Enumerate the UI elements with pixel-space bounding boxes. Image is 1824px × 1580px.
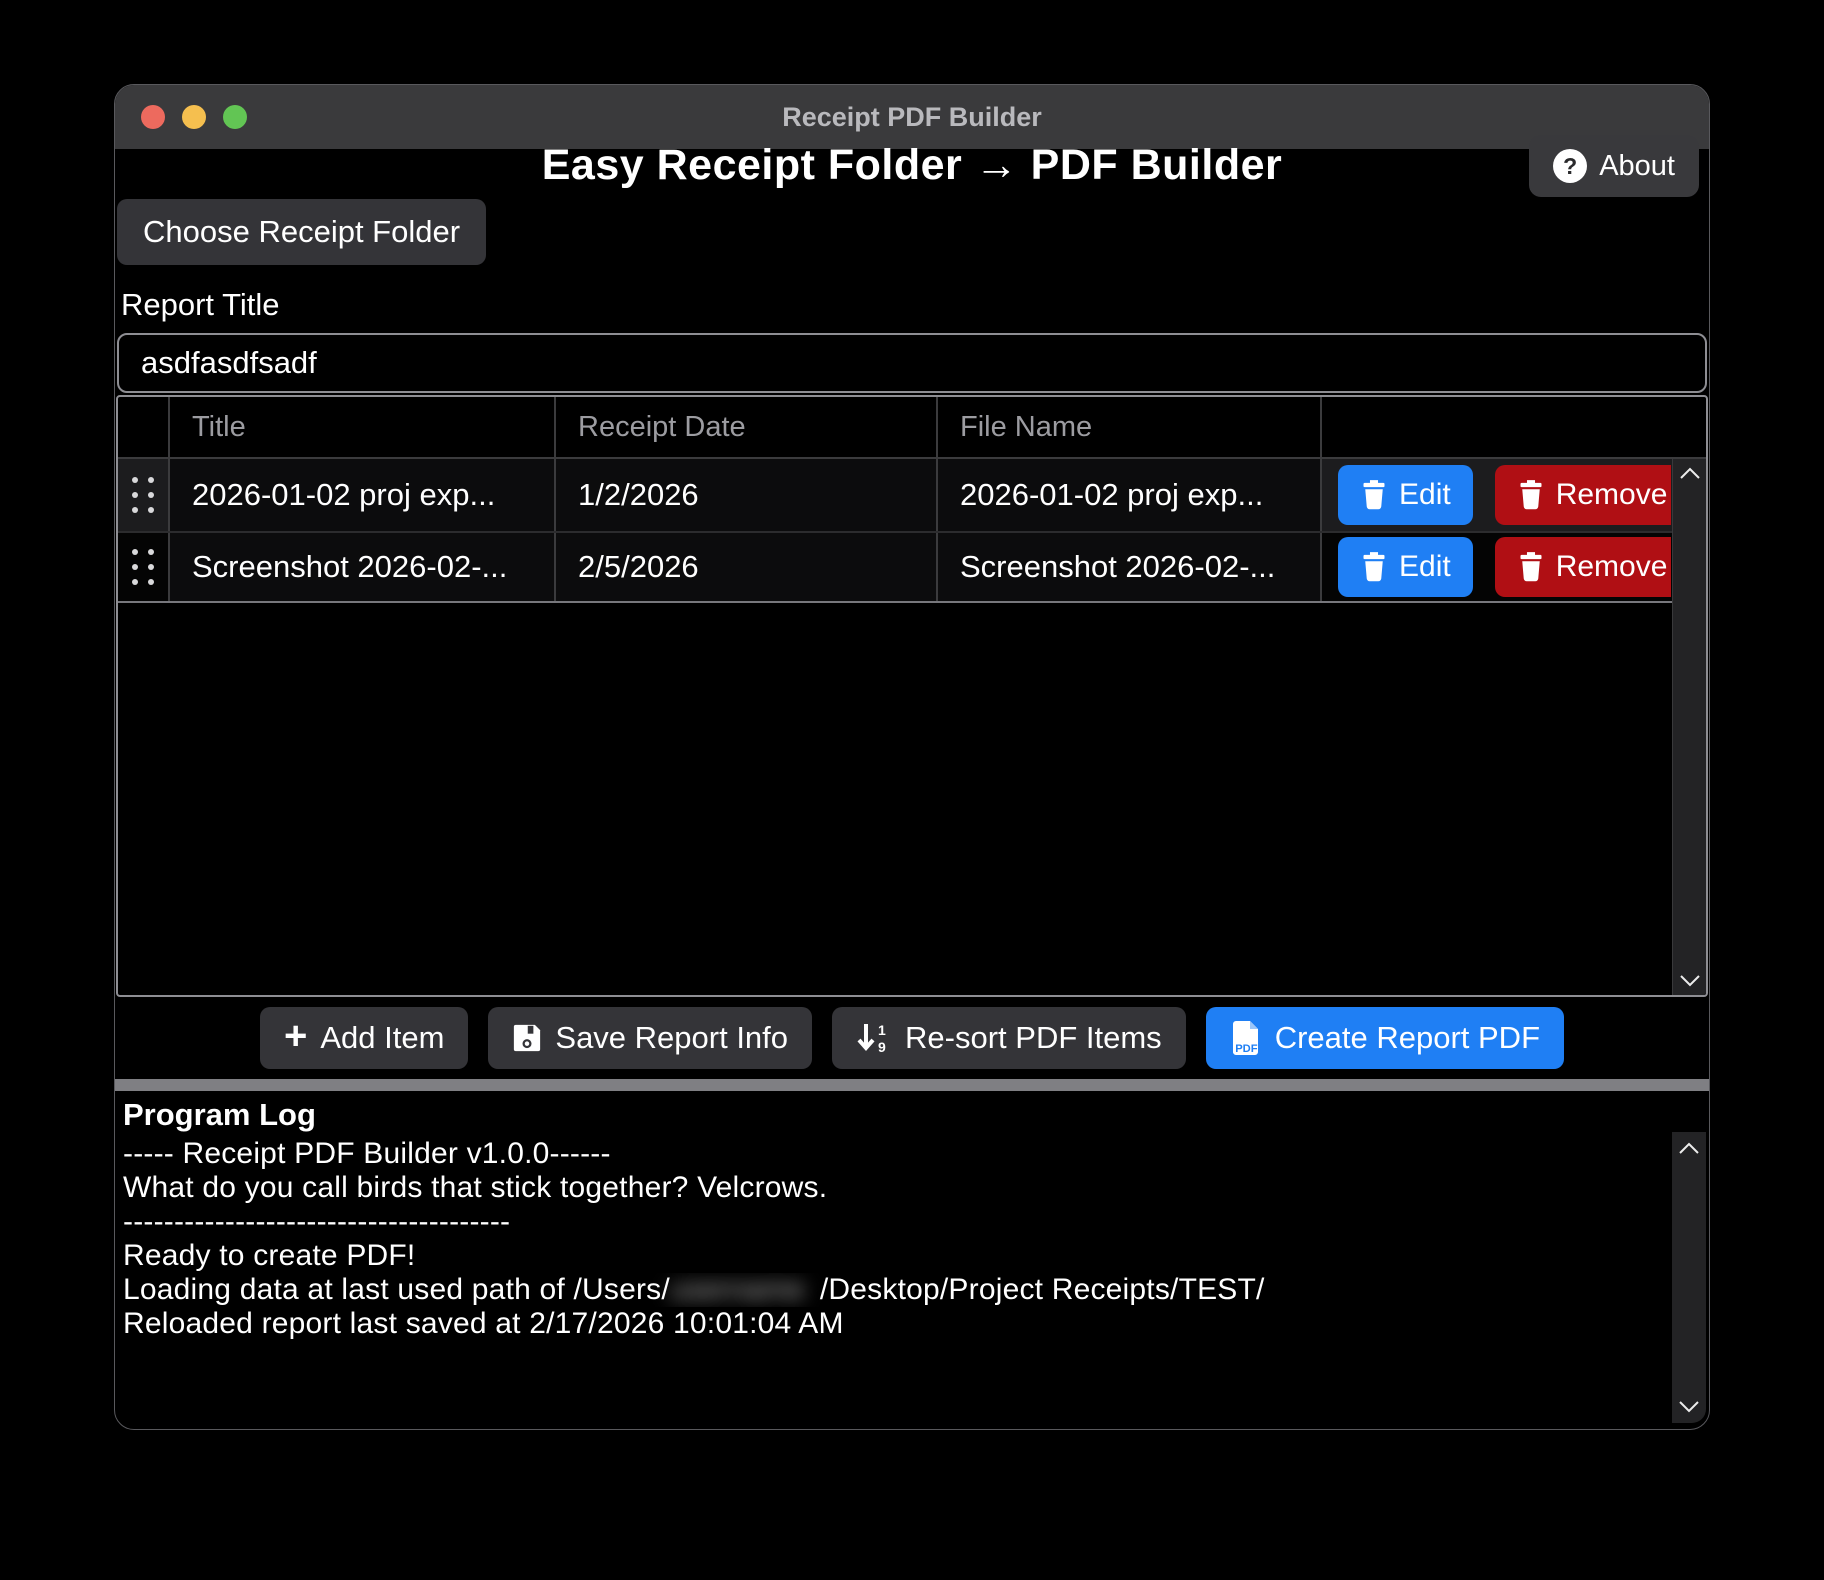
report-title-label: Report Title — [121, 287, 280, 322]
log-path-suffix: /Desktop/Project Receipts/TEST/ — [819, 1273, 1265, 1306]
receipt-date-column-header: Receipt Date — [556, 397, 938, 457]
save-icon — [514, 1024, 541, 1052]
remove-button-label: Remove — [1555, 550, 1668, 583]
log-line: Reloaded report last saved at 2/17/2026 … — [123, 1307, 844, 1340]
scroll-up-icon[interactable] — [1678, 467, 1702, 480]
file-name-column-header: File Name — [938, 397, 1322, 457]
row-title-cell[interactable]: 2026-01-02 proj exp... — [170, 459, 556, 531]
window-title: Receipt PDF Builder — [782, 101, 1042, 132]
trash-icon — [1520, 480, 1542, 510]
pane-splitter[interactable] — [115, 1079, 1709, 1091]
drag-handle-icon — [132, 549, 154, 585]
about-button[interactable]: ? About — [1529, 135, 1699, 197]
add-item-button[interactable]: + Add Item — [259, 1007, 469, 1069]
create-report-pdf-button[interactable]: PDF Create Report PDF — [1205, 1007, 1565, 1069]
remove-button-label: Remove — [1555, 478, 1668, 511]
row-date-cell[interactable]: 2/5/2026 — [556, 533, 938, 601]
row-date-cell[interactable]: 1/2/2026 — [556, 459, 938, 531]
table-scrollbar[interactable] — [1672, 459, 1706, 995]
plus-icon: + — [283, 1014, 308, 1058]
log-line: Ready to create PDF! — [123, 1239, 416, 1272]
resort-pdf-items-label: Re-sort PDF Items — [905, 1020, 1162, 1055]
row-title-cell[interactable]: Screenshot 2026-02-... — [170, 533, 556, 601]
question-icon: ? — [1553, 149, 1588, 183]
row-actions-cell: Edit Remove — [1322, 533, 1671, 601]
trash-icon — [1520, 552, 1542, 582]
traffic-lights — [141, 85, 247, 149]
edit-button[interactable]: Edit — [1338, 465, 1473, 525]
title-bar[interactable]: Receipt PDF Builder — [115, 85, 1709, 149]
about-button-label: About — [1599, 149, 1675, 182]
trash-icon — [1363, 480, 1385, 510]
log-line: -------------------------------------- — [123, 1205, 511, 1238]
log-line: ----- Receipt PDF Builder v1.0.0------ — [123, 1137, 611, 1170]
page-title: Easy Receipt Folder → PDF Builder — [541, 141, 1283, 189]
program-log-heading: Program Log — [123, 1097, 316, 1132]
report-title-input[interactable] — [117, 333, 1707, 393]
redacted-username-blur: username — [669, 1273, 805, 1306]
edit-button-label: Edit — [1399, 478, 1451, 511]
remove-button[interactable]: Remove — [1494, 537, 1671, 597]
receipt-items-table: Title Receipt Date File Name 2026-01-02 … — [116, 395, 1708, 997]
drag-handle[interactable] — [118, 459, 170, 531]
scroll-down-icon[interactable] — [1677, 1400, 1701, 1413]
edit-button-label: Edit — [1399, 550, 1451, 583]
choose-receipt-folder-button[interactable]: Choose Receipt Folder — [117, 199, 487, 265]
app-window: Receipt PDF Builder Easy Receipt Folder … — [114, 84, 1710, 1430]
table-row[interactable]: Screenshot 2026-02-... 2/5/2026 Screensh… — [118, 531, 1706, 603]
scroll-down-icon[interactable] — [1678, 974, 1702, 987]
minimize-window-button[interactable] — [182, 105, 206, 129]
pdf-file-icon: PDF — [1232, 1021, 1258, 1055]
row-file-cell[interactable]: 2026-01-02 proj exp... — [938, 459, 1322, 531]
log-line: What do you call birds that stick togeth… — [123, 1171, 828, 1204]
log-line-path: Loading data at last used path of /Users… — [123, 1273, 1665, 1307]
row-file-cell[interactable]: Screenshot 2026-02-... — [938, 533, 1322, 601]
table-body: 2026-01-02 proj exp... 1/2/2026 2026-01-… — [118, 459, 1706, 995]
scroll-up-icon[interactable] — [1677, 1142, 1701, 1155]
drag-handle-icon — [132, 477, 154, 513]
trash-icon — [1363, 552, 1385, 582]
table-row[interactable]: 2026-01-02 proj exp... 1/2/2026 2026-01-… — [118, 459, 1706, 531]
program-log-output: ----- Receipt PDF Builder v1.0.0------ W… — [123, 1137, 1665, 1341]
svg-text:1: 1 — [878, 1022, 886, 1038]
remove-button[interactable]: Remove — [1494, 465, 1671, 525]
save-report-info-button[interactable]: Save Report Info — [488, 1007, 813, 1069]
svg-text:9: 9 — [878, 1039, 886, 1055]
actions-column-header — [1322, 397, 1706, 457]
edit-button[interactable]: Edit — [1338, 537, 1473, 597]
add-item-label: Add Item — [320, 1020, 445, 1055]
svg-text:PDF: PDF — [1235, 1043, 1258, 1055]
log-scrollbar[interactable] — [1672, 1132, 1706, 1423]
save-report-info-label: Save Report Info — [555, 1020, 789, 1055]
title-column-header: Title — [170, 397, 556, 457]
close-window-button[interactable] — [141, 105, 165, 129]
zoom-window-button[interactable] — [223, 105, 247, 129]
log-path-prefix: Loading data at last used path of /Users… — [123, 1273, 670, 1306]
drag-handle[interactable] — [118, 533, 170, 601]
drag-column-header — [118, 397, 170, 457]
sort-numeric-icon: 19 — [857, 1022, 886, 1055]
row-actions-cell: Edit Remove — [1322, 459, 1671, 531]
table-header-row: Title Receipt Date File Name — [118, 397, 1706, 459]
create-report-pdf-label: Create Report PDF — [1274, 1020, 1541, 1055]
